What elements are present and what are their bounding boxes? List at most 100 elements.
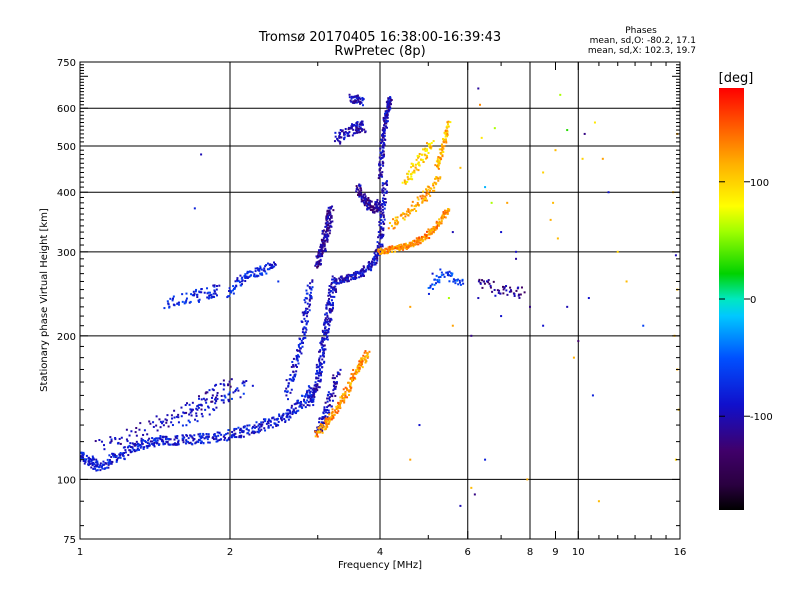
data-point <box>350 127 353 130</box>
chart-subtitle: RwPretec (8p) <box>334 44 425 59</box>
data-point <box>358 192 361 195</box>
data-point <box>283 418 286 421</box>
data-point <box>425 192 428 195</box>
data-point <box>333 289 336 292</box>
data-point <box>131 442 134 445</box>
data-point <box>292 357 295 360</box>
data-point <box>339 142 342 145</box>
data-point <box>265 272 268 275</box>
data-point <box>319 259 322 262</box>
data-point <box>410 166 413 169</box>
data-point <box>429 144 432 147</box>
data-point <box>248 275 251 278</box>
data-point <box>90 462 93 465</box>
data-point <box>355 99 358 102</box>
data-point <box>286 390 289 393</box>
data-point <box>119 454 122 457</box>
data-point <box>489 286 492 289</box>
data-point <box>356 121 359 124</box>
data-point <box>358 360 361 363</box>
data-point <box>607 191 610 194</box>
data-point <box>359 359 362 362</box>
data-point <box>356 94 359 97</box>
data-point <box>196 405 199 408</box>
data-point <box>358 369 361 372</box>
data-point <box>251 271 254 274</box>
data-point <box>326 238 329 241</box>
data-point <box>566 129 569 132</box>
data-point <box>138 428 141 431</box>
data-point <box>348 96 351 99</box>
data-point <box>440 220 443 223</box>
data-point <box>378 209 381 212</box>
data-point <box>457 283 460 286</box>
data-point <box>379 248 382 251</box>
data-point <box>332 304 335 307</box>
data-point <box>324 230 327 233</box>
data-point <box>354 99 357 102</box>
data-point <box>116 458 119 461</box>
data-point <box>310 394 313 397</box>
data-point <box>418 164 421 167</box>
data-point <box>320 366 323 369</box>
data-point <box>315 261 318 264</box>
data-point <box>382 126 385 129</box>
data-point <box>300 352 303 355</box>
data-point <box>373 211 376 214</box>
data-point <box>367 201 370 204</box>
data-point <box>448 208 451 211</box>
data-point <box>360 364 363 367</box>
data-point <box>126 440 129 443</box>
data-point <box>85 458 88 461</box>
data-point <box>219 382 222 385</box>
data-point <box>111 460 114 463</box>
data-point <box>432 140 435 143</box>
data-point <box>232 292 235 295</box>
data-point <box>446 132 449 135</box>
data-point <box>426 156 429 159</box>
data-point <box>388 245 391 248</box>
data-point <box>266 268 269 271</box>
data-point <box>177 442 180 445</box>
data-point <box>429 194 432 197</box>
data-point <box>359 127 362 130</box>
data-point <box>371 264 374 267</box>
data-point <box>435 176 438 179</box>
data-point <box>324 249 327 252</box>
data-point <box>337 282 340 285</box>
data-point <box>208 389 211 392</box>
data-point <box>185 299 188 302</box>
data-point <box>327 235 330 238</box>
data-point <box>193 434 196 437</box>
data-point <box>436 176 439 179</box>
data-point <box>195 288 198 291</box>
data-point <box>355 97 358 100</box>
data-point <box>323 240 326 243</box>
data-point <box>330 418 333 421</box>
data-point <box>358 195 361 198</box>
data-point <box>361 274 364 277</box>
data-point <box>381 162 384 165</box>
data-point <box>343 132 346 135</box>
data-point <box>494 294 497 297</box>
data-point <box>327 317 330 320</box>
data-point <box>477 87 480 90</box>
data-point <box>459 166 462 169</box>
data-point <box>82 454 85 457</box>
data-point <box>203 291 206 294</box>
data-point <box>391 248 394 251</box>
data-point <box>285 412 288 415</box>
x-tick-label: 6 <box>465 547 471 558</box>
data-point <box>391 245 394 248</box>
data-point <box>409 173 412 176</box>
data-point <box>198 290 201 293</box>
data-point <box>421 158 424 161</box>
data-point <box>97 465 100 468</box>
data-point <box>172 297 175 300</box>
data-point <box>110 440 113 443</box>
data-point <box>517 294 520 297</box>
data-point <box>307 385 310 388</box>
data-point <box>255 425 258 428</box>
data-point <box>440 217 443 220</box>
data-point <box>459 281 462 284</box>
